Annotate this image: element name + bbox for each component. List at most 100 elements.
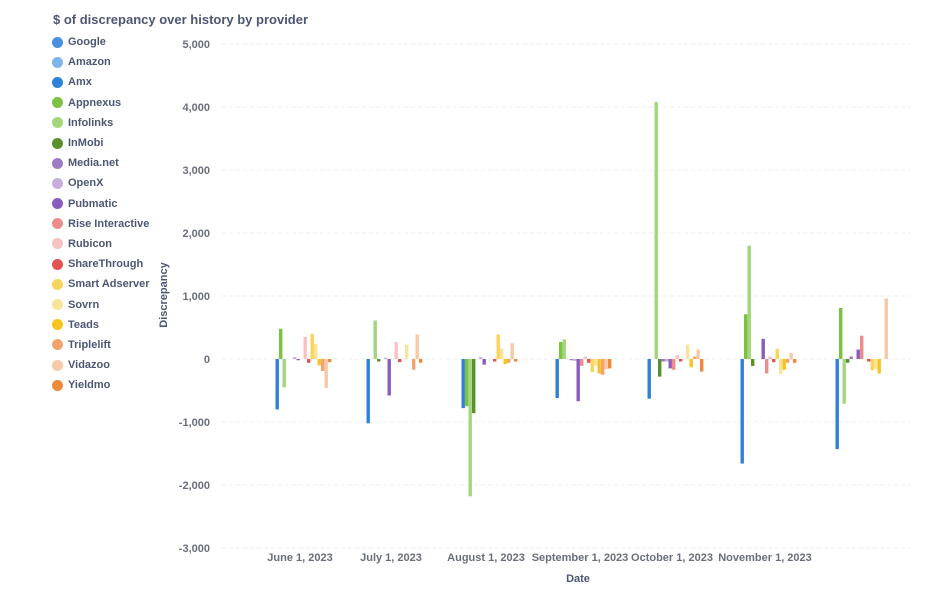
bar[interactable]: [665, 359, 669, 362]
bar[interactable]: [373, 320, 377, 359]
bar[interactable]: [580, 359, 584, 366]
bar[interactable]: [366, 359, 370, 424]
legend-item[interactable]: Vidazoo: [52, 355, 150, 375]
bar[interactable]: [590, 359, 594, 373]
bar[interactable]: [472, 359, 476, 414]
bar[interactable]: [744, 314, 748, 359]
bar[interactable]: [310, 333, 314, 359]
bar[interactable]: [303, 336, 307, 359]
bar[interactable]: [601, 359, 605, 375]
bar[interactable]: [775, 348, 779, 359]
bar[interactable]: [415, 334, 419, 359]
bar[interactable]: [514, 359, 518, 362]
bar[interactable]: [672, 359, 676, 370]
bar[interactable]: [654, 101, 658, 360]
bar[interactable]: [468, 359, 472, 497]
bar[interactable]: [849, 356, 853, 359]
bar[interactable]: [307, 359, 311, 363]
bar[interactable]: [500, 348, 504, 359]
bar[interactable]: [419, 359, 423, 363]
bar[interactable]: [405, 344, 409, 359]
bar[interactable]: [679, 359, 683, 362]
legend-item[interactable]: Teads: [52, 315, 150, 335]
bar[interactable]: [387, 359, 391, 396]
bar[interactable]: [768, 356, 772, 359]
bar[interactable]: [412, 359, 416, 370]
bar[interactable]: [604, 359, 608, 370]
bar[interactable]: [693, 356, 697, 359]
bar[interactable]: [860, 335, 864, 359]
legend-item[interactable]: Media.net: [52, 153, 150, 173]
bar[interactable]: [507, 359, 511, 363]
bar[interactable]: [839, 307, 843, 359]
bar[interactable]: [740, 359, 744, 464]
legend-item[interactable]: Smart Adserver: [52, 274, 150, 294]
bar[interactable]: [786, 359, 790, 363]
bar[interactable]: [877, 359, 881, 374]
bar[interactable]: [835, 359, 839, 450]
bar[interactable]: [751, 359, 755, 366]
bar[interactable]: [583, 356, 587, 359]
bar[interactable]: [573, 359, 577, 361]
bar[interactable]: [772, 359, 776, 363]
bar[interactable]: [793, 359, 797, 363]
bar[interactable]: [559, 341, 563, 359]
legend-item[interactable]: Appnexus: [52, 93, 150, 113]
legend-item[interactable]: Amazon: [52, 52, 150, 72]
bar[interactable]: [867, 359, 871, 362]
legend-item[interactable]: Google: [52, 32, 150, 52]
bar[interactable]: [870, 359, 874, 371]
legend-item[interactable]: ShareThrough: [52, 254, 150, 274]
bar[interactable]: [747, 245, 751, 359]
bar[interactable]: [700, 359, 704, 372]
bar[interactable]: [765, 359, 769, 374]
bar[interactable]: [874, 359, 878, 370]
bar[interactable]: [324, 359, 328, 388]
bar[interactable]: [461, 359, 465, 409]
bar[interactable]: [782, 359, 786, 370]
bar[interactable]: [493, 359, 497, 362]
bar[interactable]: [846, 359, 850, 363]
bar[interactable]: [479, 357, 483, 359]
bar[interactable]: [398, 359, 402, 363]
bar[interactable]: [279, 328, 283, 359]
bar[interactable]: [296, 359, 300, 361]
bar[interactable]: [608, 359, 612, 369]
bar[interactable]: [761, 338, 765, 359]
bar[interactable]: [856, 349, 860, 359]
bar[interactable]: [587, 359, 591, 363]
bar[interactable]: [689, 359, 693, 368]
bar[interactable]: [317, 359, 321, 366]
bar[interactable]: [314, 343, 318, 359]
bar[interactable]: [647, 359, 651, 399]
legend-item[interactable]: InMobi: [52, 133, 150, 153]
bar[interactable]: [293, 357, 297, 359]
bar[interactable]: [668, 359, 672, 369]
bar[interactable]: [496, 334, 500, 359]
bar[interactable]: [503, 359, 507, 365]
bar[interactable]: [562, 339, 566, 359]
bar[interactable]: [275, 359, 279, 410]
bar[interactable]: [686, 344, 690, 359]
bar[interactable]: [658, 359, 662, 377]
bar[interactable]: [569, 359, 573, 361]
legend-item[interactable]: Amx: [52, 72, 150, 92]
legend-item[interactable]: Rubicon: [52, 234, 150, 254]
bar[interactable]: [328, 359, 332, 363]
bar[interactable]: [884, 298, 888, 359]
legend-item[interactable]: Yieldmo: [52, 375, 150, 395]
bar[interactable]: [482, 359, 486, 365]
bar[interactable]: [282, 359, 286, 388]
bar[interactable]: [779, 359, 783, 375]
bar[interactable]: [594, 359, 598, 366]
bar[interactable]: [789, 352, 793, 359]
legend-item[interactable]: Triplelift: [52, 335, 150, 355]
bar[interactable]: [842, 359, 846, 404]
bar[interactable]: [465, 359, 469, 407]
bar[interactable]: [597, 359, 601, 374]
bar[interactable]: [675, 355, 679, 359]
bar[interactable]: [377, 359, 381, 362]
bar[interactable]: [394, 341, 398, 359]
legend-item[interactable]: Pubmatic: [52, 194, 150, 214]
bar[interactable]: [696, 349, 700, 359]
